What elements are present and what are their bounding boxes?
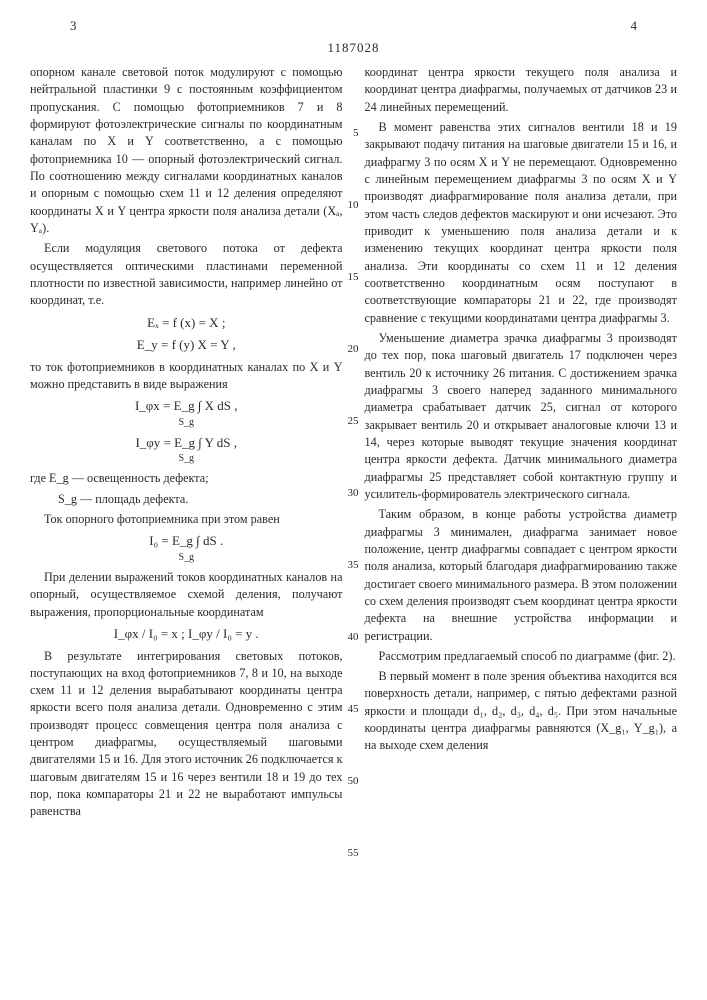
paragraph: В результате интегрирования световых пот…: [30, 648, 343, 821]
two-column-layout: 5 10 15 20 25 30 35 40 45 50 55 опорном …: [30, 64, 677, 824]
equation-block: Eₓ = f (x) = X ; E_y = f (y) X = Y ,: [30, 314, 343, 355]
paragraph: координат центра яркости текущего поля а…: [365, 64, 678, 116]
header-row: 3 4: [30, 18, 677, 34]
right-column: координат центра яркости текущего поля а…: [365, 64, 678, 824]
definition-line: S_g — площадь дефекта.: [30, 491, 343, 508]
document-number: 1187028: [30, 40, 677, 56]
paragraph: опорном канале световой поток модулируют…: [30, 64, 343, 237]
equation-sub: S_g: [30, 452, 343, 466]
equation-sub: S_g: [30, 551, 343, 565]
page-num-right: 4: [631, 18, 638, 34]
line-number: 30: [348, 486, 359, 502]
equation-sub: S_g: [30, 416, 343, 430]
equation: I_φy = E_g ∫ Y dS ,: [30, 434, 343, 452]
equation: I₀ = E_g ∫ dS .: [30, 532, 343, 550]
line-number: 40: [348, 630, 359, 646]
line-number: 5: [353, 126, 359, 142]
paragraph: В первый момент в поле зрения объектива …: [365, 668, 678, 755]
page-root: 3 4 1187028 5 10 15 20 25 30 35 40 45 50…: [0, 0, 707, 844]
line-number: 50: [348, 774, 359, 790]
equation: Eₓ = f (x) = X ;: [30, 314, 343, 332]
paragraph: В момент равенства этих сигналов вентили…: [365, 119, 678, 327]
line-number: 55: [348, 846, 359, 862]
paragraph: При делении выражений токов координатных…: [30, 569, 343, 621]
line-number: 10: [348, 198, 359, 214]
equation-block: I_φx = E_g ∫ X dS , S_g I_φy = E_g ∫ Y d…: [30, 397, 343, 466]
line-number: 20: [348, 342, 359, 358]
paragraph: Уменьшение диаметра зрачка диафрагмы 3 п…: [365, 330, 678, 503]
line-number: 45: [348, 702, 359, 718]
equation: I_φx = E_g ∫ X dS ,: [30, 397, 343, 415]
paragraph: Ток опорного фотоприемника при этом раве…: [30, 511, 343, 528]
equation-text: I_φy = E_g ∫ Y dS ,: [135, 435, 237, 450]
paragraph: то ток фотоприемников в координатных кан…: [30, 359, 343, 394]
line-number: 25: [348, 414, 359, 430]
left-column: 5 10 15 20 25 30 35 40 45 50 55 опорном …: [30, 64, 343, 824]
paragraph: Рассмотрим предлагаемый способ по диагра…: [365, 648, 678, 665]
equation-text: I_φx = E_g ∫ X dS ,: [135, 398, 238, 413]
definition-line: где E_g — освещенность дефекта;: [30, 470, 343, 487]
paragraph: Если модуляция светового потока от дефек…: [30, 240, 343, 309]
page-num-left: 3: [70, 18, 77, 34]
line-number: 15: [348, 270, 359, 286]
equation: I_φx / I₀ = x ; I_φy / I₀ = y .: [30, 625, 343, 643]
paragraph: Таким образом, в конце работы устройства…: [365, 506, 678, 645]
equation: E_y = f (y) X = Y ,: [30, 336, 343, 354]
equation-block: I₀ = E_g ∫ dS . S_g: [30, 532, 343, 565]
line-number: 35: [348, 558, 359, 574]
